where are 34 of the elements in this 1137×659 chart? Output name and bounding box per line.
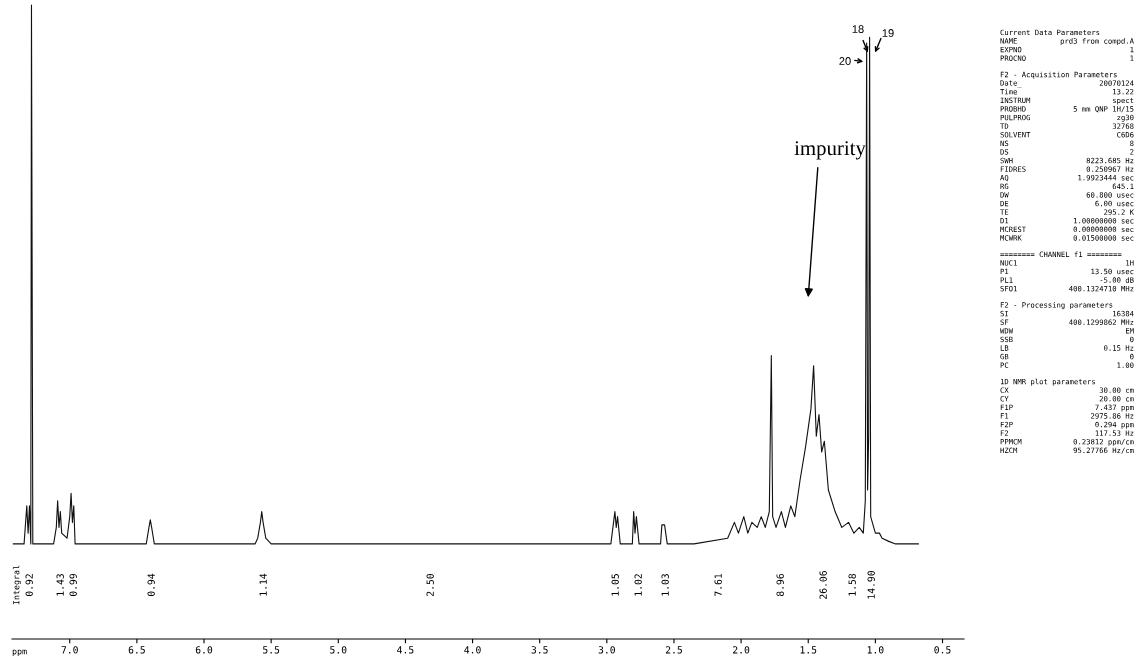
x-tick-label: 6.5 [128,646,145,654]
annotation: 1.58 [848,573,856,596]
annotation: 0.94 [147,573,155,597]
x-tick-label: 5.5 [263,646,280,654]
annotation: impurity [794,141,866,160]
x-tick-label: 2.0 [733,646,750,654]
x-axis-title: ppm [12,649,27,657]
annotation: 18 [852,25,864,33]
x-tick-label: 4.5 [397,646,414,654]
x-tick-label: 0.5 [934,646,951,654]
annotation: 1.43 [56,574,64,596]
annotation: 0.92 [25,574,33,597]
annotation: 7.61 [714,573,722,597]
annotation: 1.02 [634,574,642,596]
annotation: 2.50 [426,573,434,596]
x-tick-label: 3.5 [531,646,548,654]
annotation: 1.05 [611,574,619,596]
annotation: Integral [12,565,22,605]
annotation: 20 [839,57,851,65]
x-tick-label: 7.0 [61,646,78,654]
x-tick-label: 3.0 [598,646,615,654]
annotation: 26.06 [819,571,827,599]
x-tick-label: 5.0 [330,646,347,654]
annotation: 19 [882,29,894,37]
x-tick-label: 1.0 [867,646,884,654]
annotation: 1.03 [661,574,669,596]
x-tick-label: 4.0 [464,646,481,654]
annotation: 14.90 [867,571,875,599]
x-tick-label: 2.5 [665,646,682,654]
annotation: 8.96 [776,573,784,597]
x-tick-label: 6.0 [195,646,213,654]
annotation: 0.99 [69,573,77,597]
annotation: 1.14 [259,573,267,596]
x-tick-label: 1.5 [800,646,817,654]
